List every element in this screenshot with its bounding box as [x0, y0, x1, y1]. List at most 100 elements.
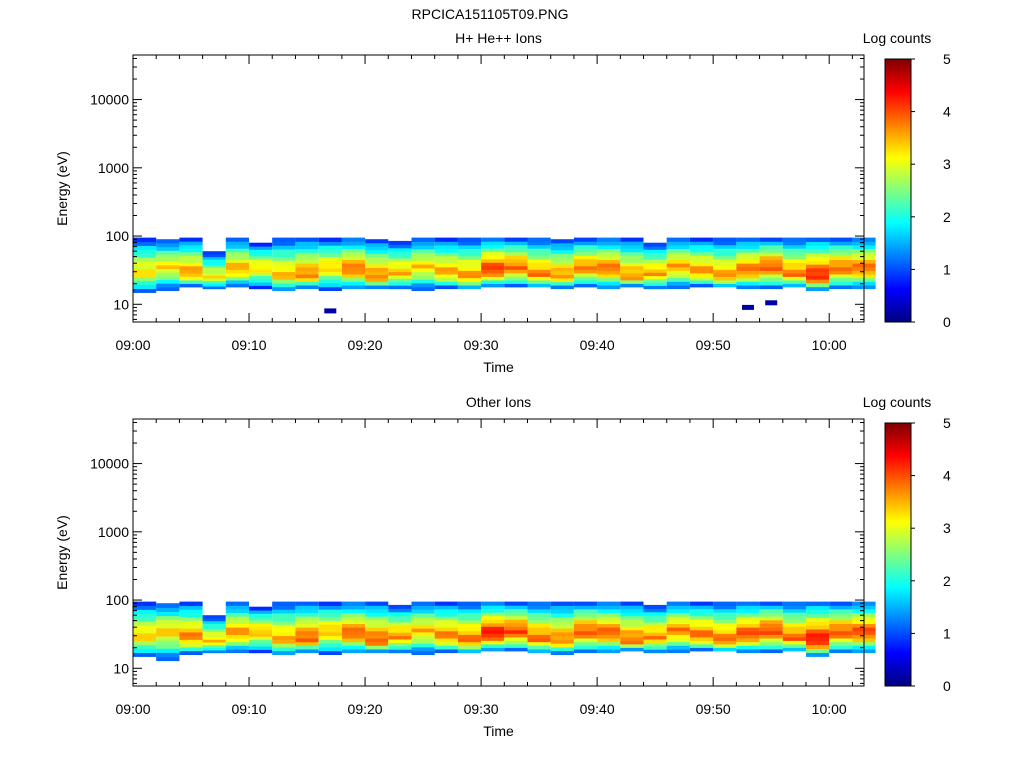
spectrogram-cell — [133, 276, 157, 282]
spectrogram-cell — [202, 285, 226, 290]
spectrogram-cell — [249, 275, 273, 280]
spectrogram-cell — [318, 628, 342, 633]
spectrogram-cell — [527, 248, 551, 253]
spectrogram-cell — [318, 635, 342, 640]
spectrogram-cell — [782, 615, 806, 620]
spectrogram-cell — [690, 237, 714, 242]
spectrogram-cell — [550, 239, 574, 244]
spectrogram-cell — [620, 619, 644, 624]
spectrogram-cell — [295, 645, 319, 650]
spectrogram-cell — [341, 263, 366, 268]
spectrogram-cell — [666, 612, 690, 617]
spectrogram-cell — [573, 627, 598, 632]
spectrogram-cell — [457, 277, 482, 282]
spectrogram-cell — [666, 648, 690, 654]
spectrogram-cell — [829, 619, 853, 624]
spectrogram-cell — [782, 283, 806, 288]
spectrogram-cell — [643, 262, 667, 267]
spectrogram-cell — [481, 272, 505, 277]
spectrogram-cell — [341, 645, 366, 650]
spectrogram-cell — [713, 636, 737, 641]
spectrogram-cell — [481, 619, 505, 624]
spectrogram-cell — [829, 641, 853, 646]
spectrogram-cell — [411, 279, 435, 284]
spectrogram-cell — [573, 601, 598, 606]
colorbar-tick-label: 3 — [943, 156, 951, 172]
spectrogram-cell — [643, 275, 667, 280]
spectrogram-cell — [643, 259, 667, 263]
spectrogram-cell — [202, 649, 226, 654]
spectrogram-cell — [272, 245, 296, 250]
spectrogram-cell — [806, 248, 830, 254]
spectrogram-cell — [133, 640, 157, 646]
spectrogram-cell — [133, 241, 157, 246]
spectrogram-cell — [388, 604, 412, 609]
spectrogram-cell — [806, 640, 830, 646]
spectrogram-cell — [806, 264, 830, 269]
spectrogram-cell — [133, 632, 157, 638]
spectrogram-cell — [318, 650, 342, 655]
spectrogram-cell — [457, 634, 482, 639]
spectrogram-cell — [620, 601, 644, 606]
spectrogram-cell — [504, 636, 528, 641]
spectrogram-cell — [457, 619, 482, 624]
spectrogram-cell — [179, 628, 203, 633]
spectrogram-cell — [527, 641, 551, 646]
spectrogram-cell — [643, 615, 667, 620]
spectrogram-cell — [156, 640, 180, 645]
spectrogram-cell — [318, 601, 342, 606]
spectrogram-cell — [643, 265, 667, 270]
spectrogram-cell — [550, 650, 574, 655]
spectrogram-cell — [806, 245, 830, 250]
spectrogram-cell — [457, 259, 482, 264]
spectrogram-cell — [782, 276, 806, 281]
spectrogram-cell — [133, 609, 157, 614]
spectrogram-cell — [666, 619, 690, 624]
spectrogram-cell — [573, 612, 598, 617]
spectrogram-cell — [272, 643, 296, 648]
spectrogram-cell — [504, 241, 528, 246]
spectrogram-cell — [133, 284, 157, 289]
spectrogram-cell — [202, 647, 226, 651]
spectrogram-cell — [411, 260, 435, 265]
spectrogram-cell — [156, 261, 180, 266]
spectrogram-cell — [133, 268, 157, 274]
spectrogram-cell — [713, 647, 737, 652]
spectrogram-cell — [133, 605, 157, 610]
spectrogram-cell — [573, 255, 598, 260]
spectrogram-cell — [550, 249, 574, 254]
spectrogram-cell — [295, 263, 319, 268]
spectrogram-cell — [388, 638, 412, 643]
spectrogram-cell — [225, 645, 249, 650]
spectrogram-cell — [225, 237, 249, 242]
spectrogram-cell — [736, 648, 760, 654]
spectrogram-cell — [736, 237, 760, 242]
spectrogram-cell — [713, 272, 737, 277]
spectrogram-cell — [550, 246, 574, 251]
spectrogram-cell — [249, 278, 273, 283]
spectrogram-cell — [365, 627, 389, 632]
spectrogram-cell — [388, 645, 412, 650]
spectrogram-cell — [411, 631, 435, 637]
spectrogram-cell — [411, 639, 435, 644]
spectrogram-cell — [666, 259, 690, 264]
spectrogram-cell — [550, 263, 574, 268]
spectrogram-cell — [156, 246, 180, 251]
spectrogram-cell — [341, 605, 366, 610]
spectrogram-cell — [829, 237, 853, 242]
spectrogram-cell — [597, 266, 621, 271]
spectrogram-cell — [550, 616, 574, 621]
spectrogram-cell — [527, 258, 551, 263]
spectrogram-cell — [806, 282, 830, 288]
spectrogram-cell — [806, 601, 830, 607]
colorbar-tick-label: 4 — [943, 468, 951, 484]
spectrogram-cell — [573, 623, 598, 628]
isolated-point — [765, 300, 778, 306]
spectrogram-cell — [341, 634, 366, 639]
spectrogram-cell — [133, 261, 157, 266]
spectrogram-cell — [365, 641, 389, 646]
spectrogram-cell — [341, 638, 366, 643]
spectrogram-cell — [295, 252, 319, 257]
spectrogram-cell — [736, 623, 760, 628]
spectrogram-cell — [249, 623, 273, 627]
